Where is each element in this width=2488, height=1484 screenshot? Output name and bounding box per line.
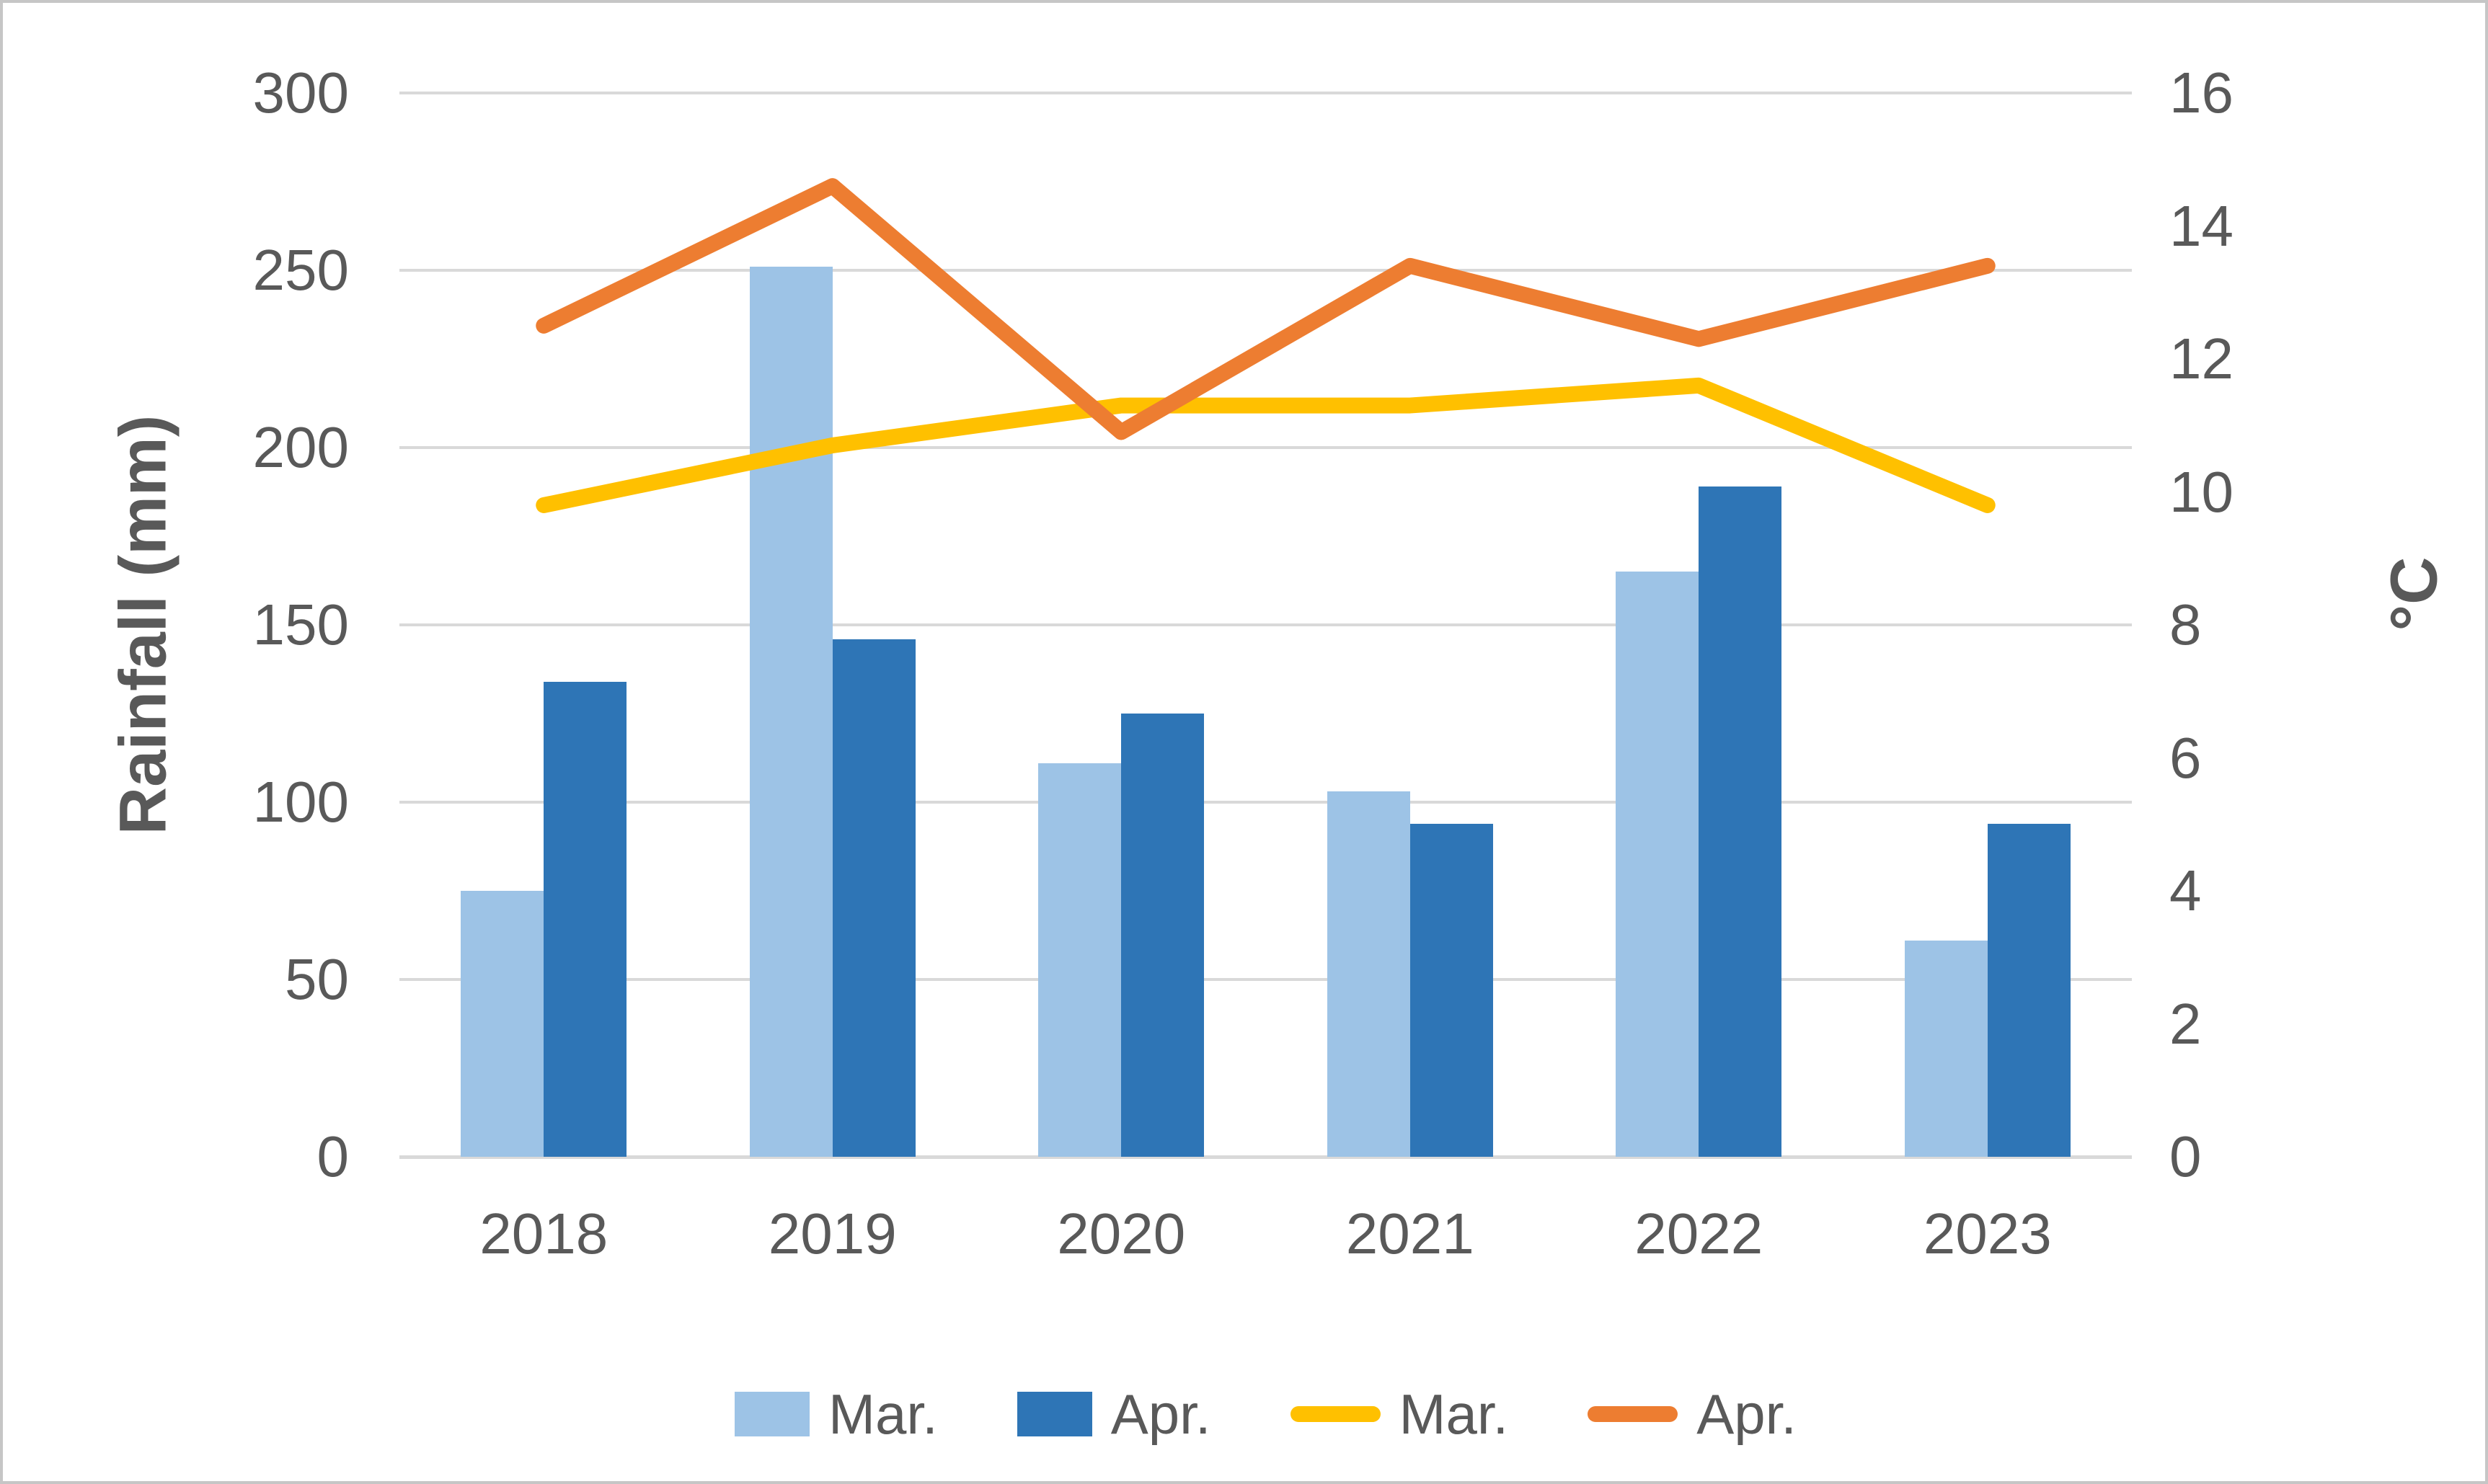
legend: Mar. Apr. Mar. Apr.: [399, 1378, 2132, 1450]
gridline: [399, 623, 2132, 626]
left-axis-tick-label: 250: [252, 238, 349, 302]
x-axis-label-2019: 2019: [768, 1201, 897, 1266]
left-axis-tick-label: 0: [316, 1124, 350, 1188]
bar-apr-2021: [1409, 823, 1493, 1157]
bar-apr-2019: [832, 639, 916, 1157]
legend-item-bar-apr: Apr.: [1017, 1382, 1211, 1447]
right-axis-tick-label: 0: [2169, 1124, 2202, 1188]
bar-mar-2018: [461, 891, 544, 1157]
bar-apr-2022: [1699, 486, 1782, 1157]
gridline: [399, 269, 2132, 272]
right-axis-tick-label: 6: [2169, 725, 2202, 790]
x-axis-line: [399, 1155, 2132, 1159]
gridline: [399, 978, 2132, 981]
legend-label: Apr.: [1110, 1382, 1211, 1446]
bar-mar-2019: [749, 267, 833, 1157]
legend-swatch-bar-mar: [735, 1392, 810, 1436]
x-axis-label-2020: 2020: [1057, 1201, 1186, 1266]
x-axis-label-2021: 2021: [1345, 1201, 1474, 1266]
left-axis-tick-label: 150: [252, 592, 349, 657]
x-axis-label-2018: 2018: [479, 1201, 608, 1266]
bar-mar-2023: [1904, 940, 1988, 1157]
legend-swatch-line-apr: [1588, 1406, 1678, 1422]
legend-swatch-line-mar: [1290, 1406, 1381, 1422]
legend-swatch-bar-apr: [1017, 1392, 1092, 1436]
bar-mar-2020: [1038, 763, 1122, 1157]
legend-label: Mar.: [828, 1382, 938, 1446]
left-axis-title: Rainfall (mm): [106, 414, 180, 835]
right-axis-tick-label: 4: [2169, 858, 2202, 923]
legend-item-line-mar: Mar.: [1290, 1382, 1509, 1447]
bar-mar-2022: [1616, 572, 1699, 1157]
legend-label: Apr.: [1696, 1382, 1797, 1446]
right-axis-tick-label: 2: [2169, 991, 2202, 1056]
right-axis-tick-label: 14: [2169, 193, 2234, 258]
right-axis-tick-label: 16: [2169, 61, 2234, 125]
x-axis-label-2022: 2022: [1634, 1201, 1763, 1266]
right-axis-title: °C: [2377, 556, 2451, 631]
left-axis-tick-label: 200: [252, 415, 349, 479]
bar-apr-2018: [544, 681, 627, 1157]
gridline: [399, 92, 2132, 94]
right-axis-tick-label: 10: [2169, 459, 2234, 524]
right-axis-tick-label: 8: [2169, 592, 2202, 657]
x-axis-label-2023: 2023: [1923, 1201, 2052, 1266]
left-axis-tick-label: 50: [285, 947, 349, 1011]
left-axis-tick-label: 300: [252, 61, 349, 125]
legend-item-line-apr: Apr.: [1588, 1382, 1797, 1447]
left-axis-tick-label: 100: [252, 770, 349, 834]
gridline: [399, 801, 2132, 804]
bar-apr-2020: [1121, 714, 1205, 1157]
legend-label: Mar.: [1399, 1382, 1509, 1446]
gridline: [399, 446, 2132, 449]
right-axis-tick-label: 12: [2169, 326, 2234, 391]
legend-item-bar-mar: Mar.: [735, 1382, 938, 1447]
bar-apr-2023: [1987, 823, 2071, 1157]
bar-mar-2021: [1327, 791, 1410, 1157]
